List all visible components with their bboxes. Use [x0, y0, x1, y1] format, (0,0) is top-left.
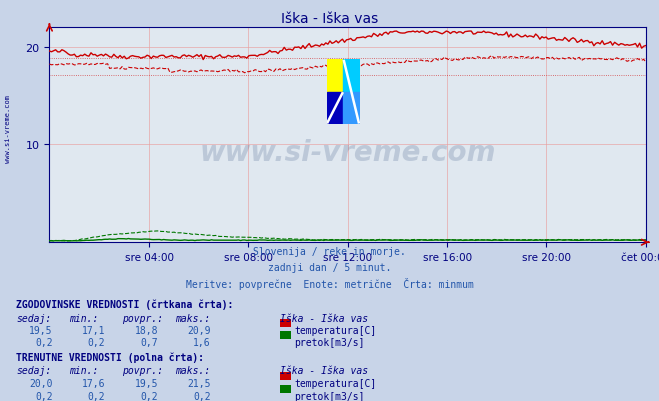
Text: ZGODOVINSKE VREDNOSTI (črtkana črta):: ZGODOVINSKE VREDNOSTI (črtkana črta): [16, 299, 234, 309]
Text: 0,2: 0,2 [35, 338, 53, 348]
Text: temperatura[C]: temperatura[C] [295, 378, 377, 388]
Text: www.si-vreme.com: www.si-vreme.com [5, 94, 11, 162]
Text: Slovenija / reke in morje.: Slovenija / reke in morje. [253, 247, 406, 257]
Text: TRENUTNE VREDNOSTI (polna črta):: TRENUTNE VREDNOSTI (polna črta): [16, 351, 204, 362]
Text: min.:: min.: [69, 365, 99, 375]
Text: Meritve: povprečne  Enote: metrične  Črta: minmum: Meritve: povprečne Enote: metrične Črta:… [186, 277, 473, 289]
Text: Iška - Iška vas: Iška - Iška vas [280, 365, 368, 375]
Text: 17,6: 17,6 [82, 378, 105, 388]
Text: min.:: min.: [69, 313, 99, 323]
Text: 0,7: 0,7 [140, 338, 158, 348]
Text: 19,5: 19,5 [134, 378, 158, 388]
Text: 18,8: 18,8 [134, 326, 158, 336]
Bar [327, 60, 343, 92]
Text: maks.:: maks.: [175, 365, 210, 375]
Text: 20,9: 20,9 [187, 326, 211, 336]
Text: zadnji dan / 5 minut.: zadnji dan / 5 minut. [268, 262, 391, 272]
Text: 1,6: 1,6 [193, 338, 211, 348]
Text: povpr.:: povpr.: [122, 313, 163, 323]
Text: temperatura[C]: temperatura[C] [295, 326, 377, 336]
Text: 17,1: 17,1 [82, 326, 105, 336]
Text: www.si-vreme.com: www.si-vreme.com [200, 138, 496, 166]
Text: povpr.:: povpr.: [122, 365, 163, 375]
Text: pretok[m3/s]: pretok[m3/s] [295, 338, 365, 348]
Text: 0,2: 0,2 [88, 338, 105, 348]
Text: maks.:: maks.: [175, 313, 210, 323]
Bar [343, 60, 360, 92]
Text: 0,2: 0,2 [140, 391, 158, 401]
Text: 0,2: 0,2 [35, 391, 53, 401]
Text: 19,5: 19,5 [29, 326, 53, 336]
Text: 0,2: 0,2 [88, 391, 105, 401]
Text: 21,5: 21,5 [187, 378, 211, 388]
Text: sedaj:: sedaj: [16, 313, 51, 323]
Text: 20,0: 20,0 [29, 378, 53, 388]
Bar [343, 92, 360, 125]
Text: Iška - Iška vas: Iška - Iška vas [280, 313, 368, 323]
Bar [327, 92, 343, 125]
Text: 0,2: 0,2 [193, 391, 211, 401]
Text: Iška - Iška vas: Iška - Iška vas [281, 12, 378, 26]
Text: sedaj:: sedaj: [16, 365, 51, 375]
Text: pretok[m3/s]: pretok[m3/s] [295, 391, 365, 401]
